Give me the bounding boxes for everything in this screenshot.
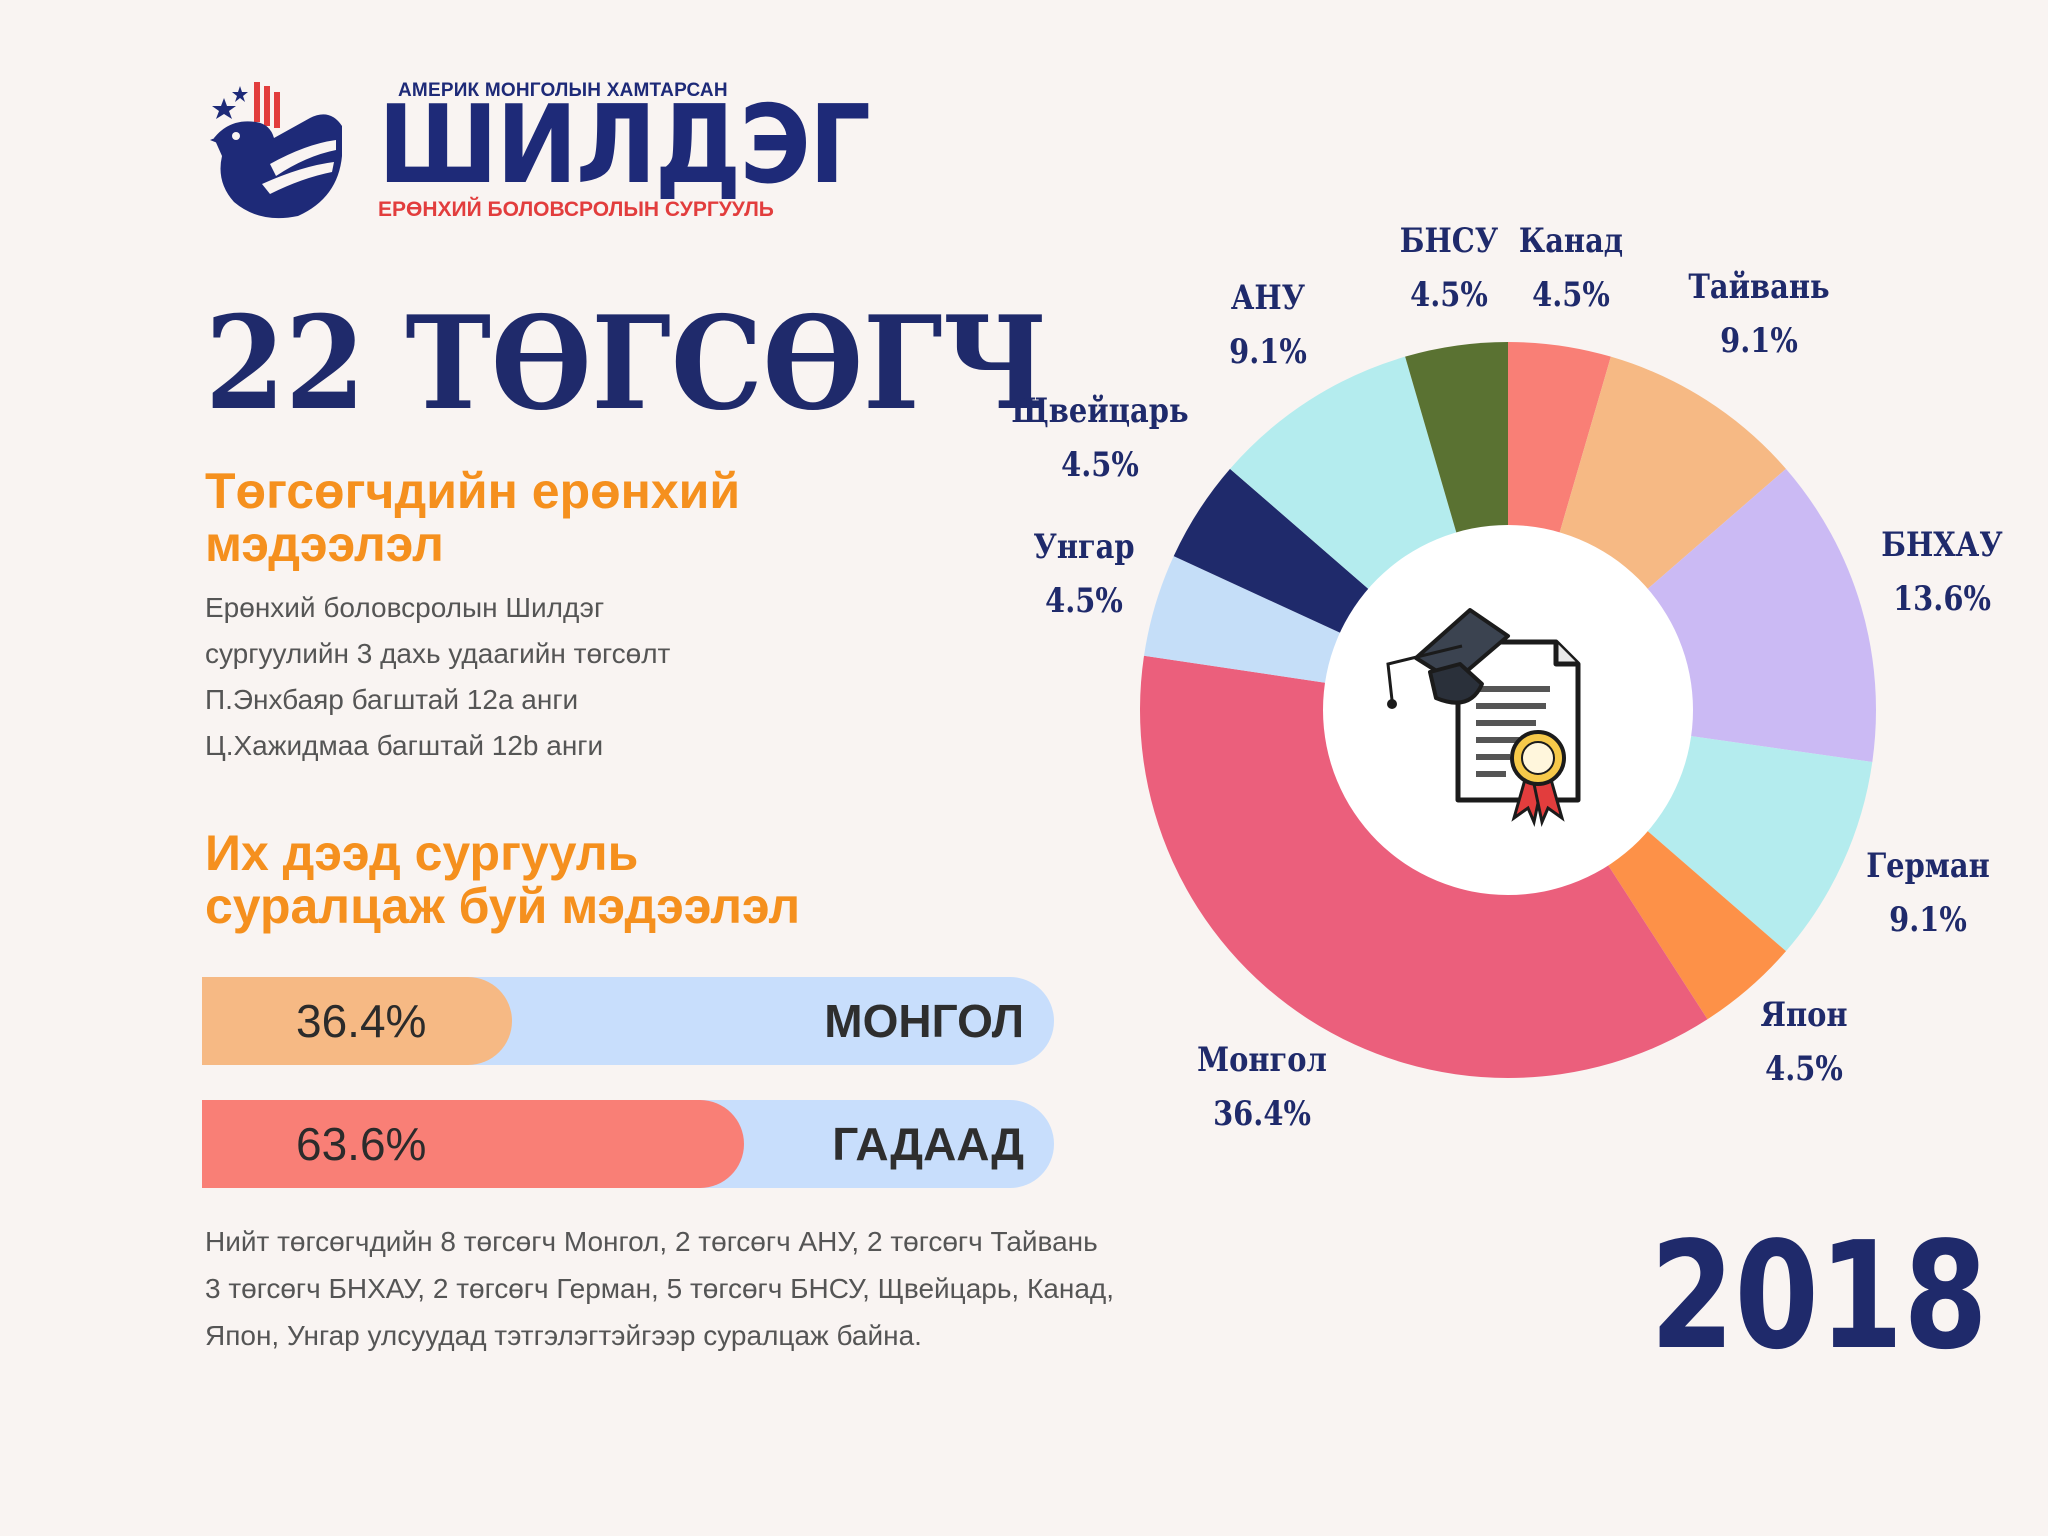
slice-label-germany: Герман 9.1% (1866, 839, 1990, 947)
slice-name: Унгар (1033, 527, 1135, 567)
slice-label-switzerland: Щвейцарь 4.5% (1011, 384, 1188, 492)
slice-label-mongolia: Монгол 36.4% (1197, 1033, 1327, 1141)
slice-label-china: БНХАУ 13.6% (1881, 518, 2002, 626)
slice-label-south-korea: БНСУ 4.5% (1400, 214, 1498, 322)
logo-bottom-text: ЕРӨНХИЙ БОЛОВСРОЛЫН СУРГУУЛЬ (378, 198, 774, 221)
slice-value: 4.5% (1765, 1049, 1843, 1089)
slice-label-usa: АНУ 9.1% (1229, 271, 1307, 379)
general-info-title-line: Төгсөгчдийн ерөнхий (205, 463, 741, 519)
abroad-bar-label: ГАДААД (832, 1118, 1024, 1170)
year-label: 2018 (1650, 1210, 1988, 1382)
general-info-line: Ц.Хажидмаа багштай 12b анги (205, 730, 604, 761)
general-info-line: П.Энхбаяр багштай 12а анги (205, 684, 579, 715)
logo-top-text: АМЕРИК МОНГОЛЫН ХАМТАРСАН (398, 80, 728, 101)
abroad-bar-fill (202, 1100, 744, 1188)
slice-label-canada: Канад 4.5% (1519, 214, 1623, 322)
mongolia-bar: 36.4% МОНГОЛ (202, 977, 1054, 1065)
slice-value: 4.5% (1410, 275, 1488, 315)
slice-value: 36.4% (1213, 1094, 1311, 1134)
general-info-line: Ерөнхий боловсролын Шилдэг (205, 592, 605, 623)
slice-value: 13.6% (1893, 579, 1991, 619)
abroad-bar: 63.6% ГАДААД (202, 1100, 1054, 1188)
dove-emblem-icon (210, 82, 342, 219)
slice-name: БНСУ (1399, 221, 1499, 261)
slice-name: Япон (1760, 995, 1848, 1035)
summary-note-line: Япон, Унгар улсуудад тэтгэлэгтэйгээр сур… (205, 1320, 922, 1351)
graduate-count-headline: 22 ТӨГСӨГЧ (205, 289, 1048, 439)
general-info-title: Төгсөгчдийн ерөнхий мэдээлэл (205, 465, 740, 571)
slice-name: АНУ (1230, 278, 1306, 318)
graduation-cap-diploma-icon (1386, 608, 1581, 827)
university-info-title: Их дээд сургууль суралцаж буй мэдээлэл (205, 827, 800, 933)
slice-value: 9.1% (1889, 900, 1967, 940)
general-info-line: сургуулийн 3 дахь удаагийн төгсөлт (205, 638, 671, 669)
mongolia-bar-fill (202, 977, 513, 1065)
summary-note-line: 3 төгсөгч БНХАУ, 2 төгсөгч Герман, 5 төг… (205, 1273, 1115, 1304)
general-info-title-line: мэдээлэл (205, 516, 444, 572)
slice-label-japan: Япон 4.5% (1760, 988, 1847, 1096)
slice-name: Монгол (1197, 1040, 1327, 1080)
university-info-title-line: Их дээд сургууль (205, 825, 639, 881)
slice-name: Тайвань (1688, 267, 1830, 307)
slice-label-hungary: Унгар 4.5% (1033, 520, 1134, 628)
slice-name: БНХАУ (1881, 525, 2003, 565)
slice-value: 9.1% (1720, 321, 1798, 361)
slice-name: Щвейцарь (1011, 391, 1189, 431)
mongolia-bar-percent: 36.4% (296, 995, 427, 1047)
slice-name: Канад (1518, 221, 1624, 261)
summary-note-line: Нийт төгсөгчдийн 8 төгсөгч Монгол, 2 төг… (205, 1226, 1098, 1257)
slice-value: 9.1% (1229, 332, 1307, 372)
university-info-title-line: суралцаж буй мэдээлэл (205, 878, 801, 934)
slice-value: 4.5% (1532, 275, 1610, 315)
slice-value: 4.5% (1045, 581, 1123, 621)
slice-name: Герман (1866, 846, 1990, 886)
logo-name: ШИЛДЭГ (378, 83, 871, 208)
school-logo: АМЕРИК МОНГОЛЫН ХАМТАРСАН ШИЛДЭГ ЕРӨНХИЙ… (210, 78, 871, 228)
slice-label-taiwan: Тайвань 9.1% (1688, 260, 1829, 368)
mongolia-bar-label: МОНГОЛ (824, 995, 1024, 1047)
slice-value: 4.5% (1061, 445, 1139, 485)
abroad-bar-percent: 63.6% (296, 1118, 427, 1170)
